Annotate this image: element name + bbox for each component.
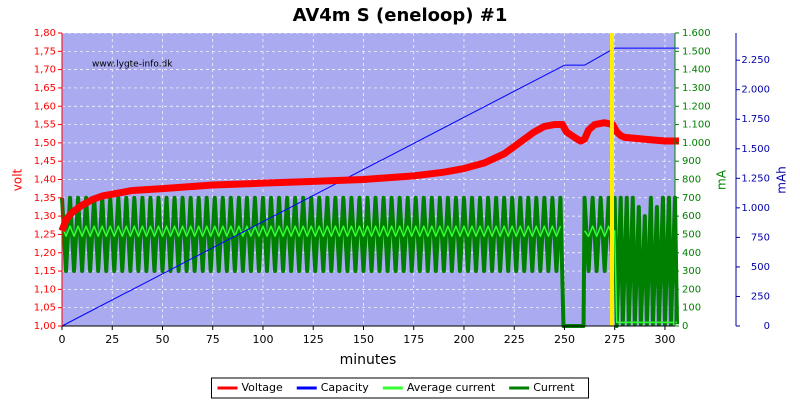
watermark: www.lygte-info.dk — [92, 60, 173, 70]
x-tick-label: 25 — [105, 333, 119, 346]
y-tick-label: 1,10 — [34, 284, 56, 295]
x-tick-label: 0 — [59, 333, 66, 346]
legend-item: Average current — [382, 381, 496, 394]
y2-tick-label: 1.300 — [682, 83, 711, 94]
y2-tick-label: 600 — [682, 211, 701, 222]
y2-tick-label: 1.500 — [682, 46, 711, 57]
axes: 0 25 50 75 100 125 150 175 200 225 250 275 300 1,00 1,… — [34, 28, 770, 346]
y3-tick-label: 0 — [764, 321, 770, 332]
y2-tick-label: 1.400 — [682, 65, 711, 76]
y2-tick-label: 700 — [682, 193, 701, 204]
y2-tick-label: 1.200 — [682, 101, 711, 112]
y2-tick-label: 500 — [682, 229, 701, 240]
x-tick-label: 300 — [654, 333, 675, 346]
y2-tick-label: 1.600 — [682, 28, 711, 39]
y3-tick-label: 2.250 — [741, 55, 770, 66]
y-axis-title: volt — [11, 168, 25, 191]
legend-label: Current — [533, 381, 575, 394]
y3-tick-label: 1.750 — [741, 114, 770, 125]
y-tick-label: 1,60 — [34, 101, 56, 112]
legend-item: Voltage — [217, 381, 283, 394]
y-tick-label: 1,35 — [34, 193, 56, 204]
y-tick-label: 1,20 — [34, 248, 56, 259]
y2-tick-label: 1.100 — [682, 120, 711, 131]
legend-label: Average current — [407, 381, 496, 394]
y2-tick-label: 1.000 — [682, 138, 711, 149]
y2-tick-label: 100 — [682, 303, 701, 314]
y2-tick-label: 0 — [682, 321, 688, 332]
x-tick-label: 175 — [403, 333, 424, 346]
series-line — [61, 47, 680, 327]
y-tick-label: 1,75 — [34, 46, 56, 57]
series-line — [583, 225, 678, 324]
x-tick-label: 275 — [604, 333, 625, 346]
x-tick-label: 100 — [252, 333, 273, 346]
y-tick-label: 1,40 — [34, 175, 56, 186]
marker-line — [610, 33, 614, 326]
y-tick-label: 1,15 — [34, 266, 56, 277]
y2-tick-label: 800 — [682, 175, 701, 186]
y-tick-label: 1,70 — [34, 65, 56, 76]
y3-tick-label: 1.000 — [741, 203, 770, 214]
y2-tick-label: 300 — [682, 266, 701, 277]
y-tick-label: 1,00 — [34, 321, 56, 332]
y3-tick-label: 750 — [751, 232, 770, 243]
legend-item: Capacity — [296, 381, 370, 394]
y3-tick-label: 1.500 — [741, 144, 770, 155]
y-tick-label: 1,65 — [34, 83, 56, 94]
series-line — [60, 195, 680, 328]
x-tick-label: 250 — [554, 333, 575, 346]
y2-axis-title: mA — [715, 169, 729, 190]
y-tick-label: 1,05 — [34, 303, 56, 314]
y3-tick-label: 500 — [751, 262, 770, 273]
y2-tick-label: 400 — [682, 248, 701, 259]
x-tick-label: 200 — [453, 333, 474, 346]
x-tick-label: 75 — [206, 333, 220, 346]
x-axis-title: minutes — [340, 352, 397, 368]
legend-item: Current — [509, 381, 575, 394]
series-line — [61, 225, 562, 238]
y2-tick-label: 900 — [682, 156, 701, 167]
y3-axis-title: mAh — [775, 166, 789, 194]
y-tick-label: 1,30 — [34, 211, 56, 222]
y3-tick-label: 2.000 — [741, 85, 770, 96]
y3-tick-label: 250 — [751, 291, 770, 302]
x-tick-label: 225 — [504, 333, 525, 346]
y-tick-label: 1,25 — [34, 229, 56, 240]
x-tick-label: 50 — [155, 333, 169, 346]
legend-label: Capacity — [321, 381, 370, 394]
y-tick-label: 1,80 — [34, 28, 56, 39]
x-tick-label: 125 — [303, 333, 324, 346]
legend: Voltage Capacity Average current Current — [210, 377, 590, 399]
legend-label: Voltage — [241, 381, 282, 394]
y-tick-label: 1,45 — [34, 156, 56, 167]
y3-tick-label: 1.250 — [741, 173, 770, 184]
y2-tick-label: 200 — [682, 284, 701, 295]
chart-title: AV4m S (eneloop) #1 — [293, 5, 508, 26]
y-tick-label: 1,50 — [34, 138, 56, 149]
y-tick-label: 1,55 — [34, 120, 56, 131]
x-tick-label: 150 — [353, 333, 374, 346]
